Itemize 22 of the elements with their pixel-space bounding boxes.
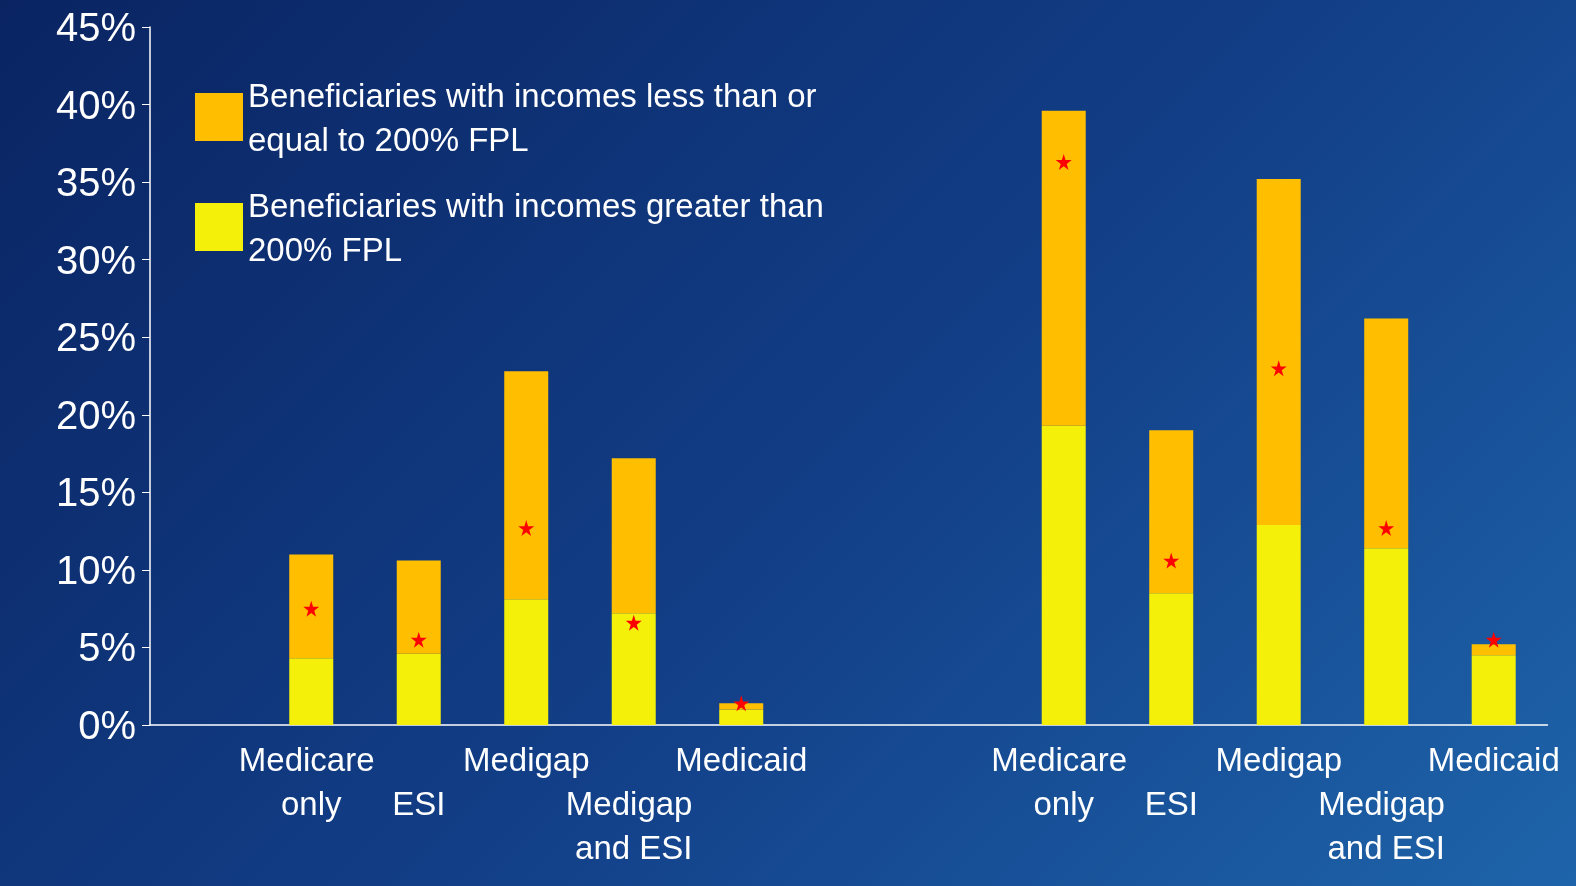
y-tick-label: 10%	[55, 547, 136, 592]
x-tick-label: ESI	[392, 784, 446, 822]
x-tick-label: ESI	[1144, 784, 1198, 822]
y-tick-label: 20%	[55, 392, 136, 437]
x-tick-label: Medigap	[462, 740, 590, 778]
y-tick-label: 40%	[55, 82, 136, 127]
y-tick-label: 25%	[55, 315, 136, 360]
y-tick-label: 0%	[78, 703, 136, 747]
legend-label: Beneficiaries with incomes less than or equal to 200% FPL	[248, 76, 826, 158]
x-tick-label: Medicare only	[238, 740, 384, 822]
x-tick-label: Medicaid	[675, 740, 808, 778]
legend-label: Beneficiaries with incomes greater than 200% FPL	[248, 186, 834, 268]
x-tick-label: Medicare only	[991, 740, 1137, 822]
y-tick-label: 35%	[55, 160, 136, 205]
x-tick-label: Medigap and ESI	[565, 784, 702, 866]
y-tick-label: 45%	[55, 5, 136, 49]
x-tick-label: Medigap	[1215, 740, 1343, 778]
x-tick-label: Medicaid	[1427, 740, 1560, 778]
y-tick-label: 5%	[78, 625, 136, 670]
y-tick-label: 15%	[55, 470, 136, 515]
y-tick-label: 30%	[55, 237, 136, 282]
x-tick-label: Medigap and ESI	[1318, 784, 1455, 866]
